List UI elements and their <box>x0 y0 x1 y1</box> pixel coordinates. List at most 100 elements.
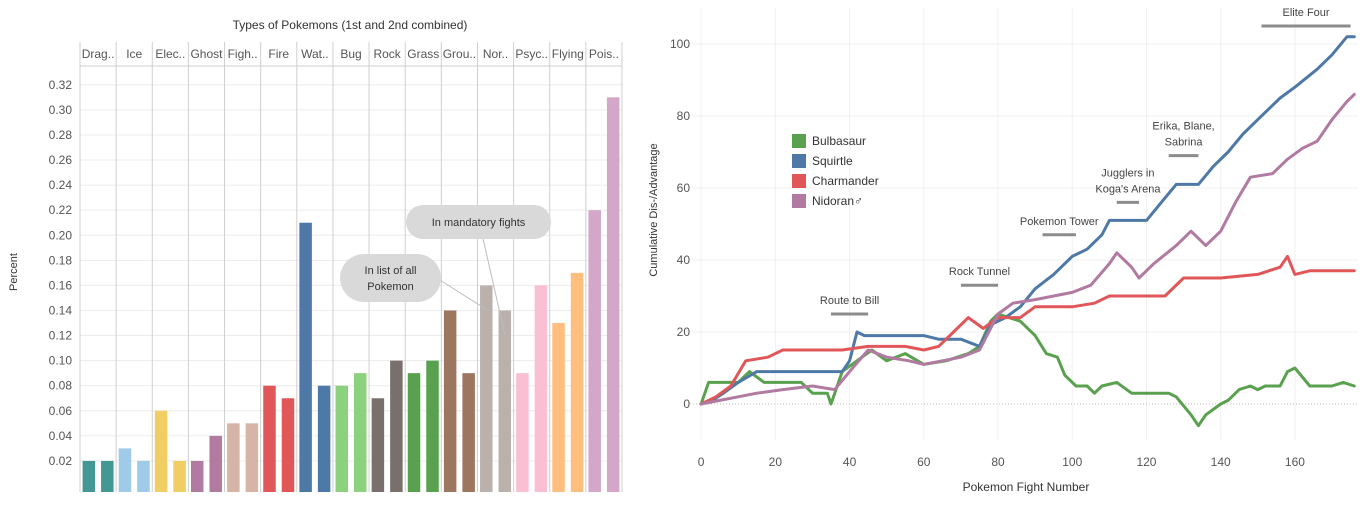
bar-mandatory-fights <box>209 435 222 492</box>
bar-mandatory-fights <box>245 423 259 492</box>
bar-all-pokemon <box>335 385 348 492</box>
line-x-tick-label: 0 <box>698 455 705 469</box>
annotation-pointer-line <box>431 274 487 310</box>
line-chart-svg: Pokemon Fight Number Cumulative Dis-/Adv… <box>648 7 1358 494</box>
line-y-tick-label: 20 <box>677 325 691 339</box>
bar-all-pokemon <box>552 323 565 492</box>
bar-chart-title: Types of Pokemons (1st and 2nd combined) <box>233 18 468 32</box>
line-x-tick-label: 80 <box>991 455 1005 469</box>
segment-label: Rock Tunnel <box>949 266 1010 278</box>
annotation-text: In list of all <box>365 265 417 277</box>
bar-y-tick-label: 0.28 <box>49 128 73 142</box>
bar-category-header: Psyc.. <box>515 47 548 61</box>
bar-all-pokemon <box>190 460 204 492</box>
bar-all-pokemon <box>371 398 385 492</box>
bar-y-tick-label: 0.06 <box>49 404 73 418</box>
segment-label: Jugglers in <box>1101 167 1154 179</box>
series-line <box>699 35 1356 406</box>
legend-label: Bulbasaur <box>812 134 866 148</box>
bar-category-header: Ice <box>126 47 142 61</box>
segment-label: Koga's Arena <box>1095 183 1161 195</box>
annotation-bubble <box>340 254 441 302</box>
bar-mandatory-fights <box>281 398 295 492</box>
series-line <box>699 92 1356 406</box>
bar-mandatory-fights <box>570 272 584 492</box>
bar-category-header: Wat.. <box>301 47 329 61</box>
bar-mandatory-fights <box>498 310 512 492</box>
bar-category-header: Elec.. <box>155 47 185 61</box>
segment-label: Route to Bill <box>820 295 879 307</box>
bar-category-header: Grou.. <box>443 47 476 61</box>
bar-y-tick-label: 0.16 <box>49 278 73 292</box>
bar-all-pokemon <box>443 310 457 492</box>
bar-mandatory-fights <box>173 460 186 492</box>
legend-swatch <box>792 154 806 168</box>
line-x-tick-label: 20 <box>769 455 783 469</box>
segment-label: Pokemon Tower <box>1020 216 1099 228</box>
bar-all-pokemon <box>480 285 493 492</box>
bar-mandatory-fights <box>390 360 403 492</box>
bar-category-header: Rock <box>373 47 401 61</box>
bar-category-header: Drag.. <box>82 47 115 61</box>
legend-label: Nidoran♂ <box>812 194 863 208</box>
annotation-bubble <box>406 205 551 239</box>
bar-y-tick-label: 0.02 <box>49 454 73 468</box>
bar-category-header: Nor.. <box>483 47 508 61</box>
legend-label: Charmander <box>812 174 879 188</box>
bar-category-header: Pois.. <box>589 47 619 61</box>
legend-swatch <box>792 174 806 188</box>
bar-y-tick-label: 0.26 <box>49 153 73 167</box>
bar-category-header: Flying <box>552 47 584 61</box>
bar-mandatory-fights <box>426 360 439 492</box>
bar-all-pokemon <box>118 448 132 492</box>
line-x-tick-label: 160 <box>1285 455 1305 469</box>
bar-y-tick-label: 0.20 <box>49 228 73 242</box>
bar-all-pokemon <box>516 373 529 492</box>
cumulative-advantage-line-chart: Pokemon Fight Number Cumulative Dis-/Adv… <box>640 0 1362 504</box>
bar-chart-y-axis-label: Percent <box>8 253 20 291</box>
bar-all-pokemon <box>82 460 96 492</box>
line-x-tick-label: 120 <box>1136 455 1156 469</box>
bar-y-tick-label: 0.14 <box>49 303 73 317</box>
line-y-tick-label: 0 <box>683 397 690 411</box>
segment-label: Sabrina <box>1165 137 1204 149</box>
bar-all-pokemon <box>588 210 601 492</box>
line-chart-y-axis-label: Cumulative Dis-/Advantage <box>648 143 660 276</box>
line-y-tick-label: 100 <box>670 37 690 51</box>
bar-chart-svg: Types of Pokemons (1st and 2nd combined)… <box>8 18 623 492</box>
bar-mandatory-fights <box>606 97 620 492</box>
bar-mandatory-fights <box>462 373 475 492</box>
bar-all-pokemon <box>154 410 168 492</box>
legend-swatch <box>792 134 806 148</box>
line-x-tick-label: 60 <box>917 455 931 469</box>
pokemon-type-bar-chart: Types of Pokemons (1st and 2nd combined)… <box>0 0 640 504</box>
bar-all-pokemon <box>227 423 240 492</box>
segment-label: Elite Four <box>1283 7 1330 19</box>
line-y-tick-label: 40 <box>677 253 691 267</box>
bar-mandatory-fights <box>137 460 150 492</box>
bar-y-tick-label: 0.10 <box>49 354 73 368</box>
segment-label: Erika, Blane, <box>1152 121 1214 133</box>
annotation-text: Pokemon <box>367 281 413 293</box>
line-x-tick-label: 40 <box>843 455 857 469</box>
bar-y-tick-label: 0.18 <box>49 253 73 267</box>
bar-category-header: Bug <box>340 47 361 61</box>
line-y-tick-label: 60 <box>677 181 691 195</box>
bar-y-tick-label: 0.24 <box>49 178 73 192</box>
series-line <box>699 312 1356 428</box>
annotation-text: In mandatory fights <box>432 217 526 229</box>
bar-y-tick-label: 0.30 <box>49 103 73 117</box>
bar-mandatory-fights <box>317 385 331 492</box>
bar-category-header: Fire <box>268 47 289 61</box>
bar-category-header: Grass <box>407 47 439 61</box>
bar-y-tick-label: 0.22 <box>49 203 73 217</box>
bar-category-header: Ghost <box>190 47 223 61</box>
legend-label: Squirtle <box>812 154 853 168</box>
legend-swatch <box>792 194 806 208</box>
series-line <box>699 254 1356 406</box>
bar-y-tick-label: 0.12 <box>49 329 73 343</box>
line-chart-x-axis-label: Pokemon Fight Number <box>963 480 1090 494</box>
bar-all-pokemon <box>407 373 421 492</box>
bar-mandatory-fights <box>534 285 548 492</box>
line-y-tick-label: 80 <box>677 109 691 123</box>
